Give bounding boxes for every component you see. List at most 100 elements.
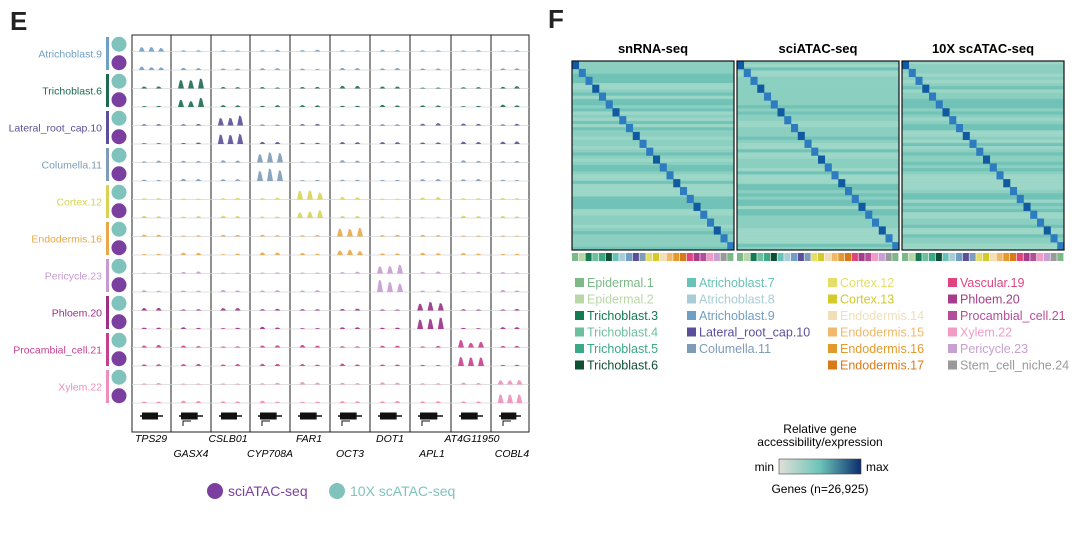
legend-swatch xyxy=(575,327,584,337)
cluster-color-cell xyxy=(612,253,619,261)
diagonal-block xyxy=(764,92,772,101)
gene-exon xyxy=(231,412,237,420)
legend-label: Trichoblast.6 xyxy=(587,359,658,373)
diagonal-block xyxy=(750,76,758,85)
cluster-color-cell xyxy=(1010,253,1017,261)
diagonal-block xyxy=(646,147,654,156)
diagonal-block xyxy=(720,234,728,243)
sciatac-dot xyxy=(111,351,127,367)
colorbar xyxy=(778,458,862,475)
legend-swatch xyxy=(948,360,957,370)
cluster-color-cell xyxy=(976,253,983,261)
cluster-color-cell xyxy=(983,253,990,261)
diagonal-block xyxy=(659,163,667,172)
gene-exon xyxy=(305,412,312,420)
legend-label: Epidermal.2 xyxy=(587,293,654,307)
scatac-10x-dot xyxy=(111,295,127,311)
legend-swatch xyxy=(828,327,837,337)
legend-sciatac-label: sciATAC-seq xyxy=(228,483,308,499)
legend-swatch xyxy=(828,278,837,287)
legend-swatch xyxy=(687,327,696,337)
diagonal-block xyxy=(942,108,950,117)
diagonal-block xyxy=(1043,226,1051,235)
legend-swatch xyxy=(687,278,696,287)
diagonal-block xyxy=(680,187,688,196)
sciatac-dot xyxy=(111,277,127,293)
diagonal-block xyxy=(653,155,661,164)
colorbar-title-line1: Relative gene xyxy=(783,422,857,436)
legend-label: Xylem.22 xyxy=(960,326,1012,340)
diagonal-block xyxy=(797,131,805,141)
legend-sciatac-dot xyxy=(207,483,223,499)
gene-exon xyxy=(420,412,426,420)
legend-label: Atrichoblast.7 xyxy=(699,276,775,290)
track-group-bar xyxy=(106,37,109,70)
diagonal-block xyxy=(885,234,893,243)
cluster-color-cell xyxy=(585,253,592,261)
cluster-color-cell xyxy=(680,253,687,261)
gene-label: CYP708A xyxy=(247,448,293,460)
track-group-bar xyxy=(106,111,109,144)
cluster-color-cell xyxy=(764,253,771,261)
cluster-color-cell xyxy=(572,253,579,261)
diagonal-block xyxy=(996,171,1004,180)
cluster-color-cell xyxy=(653,253,660,261)
gene-exon xyxy=(265,412,272,420)
gene-exon xyxy=(340,412,346,420)
scatac-10x-dot xyxy=(111,332,127,348)
legend-swatch xyxy=(828,294,837,304)
gene-label: OCT3 xyxy=(336,448,364,460)
diagonal-block xyxy=(743,68,751,78)
diagonal-block xyxy=(983,155,991,164)
diagonal-block xyxy=(619,116,627,125)
scatac-10x-dot xyxy=(111,147,127,163)
diagonal-block xyxy=(902,61,910,70)
gene-exon xyxy=(431,412,438,420)
cluster-color-cell xyxy=(1057,253,1064,261)
cluster-color-cell xyxy=(956,253,963,261)
diagonal-block xyxy=(666,171,674,180)
diagonal-block xyxy=(572,61,580,70)
cluster-color-cell xyxy=(727,253,734,261)
cluster-color-cell xyxy=(1016,253,1023,261)
legend-label: Epidermal.1 xyxy=(587,276,654,290)
legend-label: Trichoblast.3 xyxy=(587,309,658,323)
cluster-color-cell xyxy=(639,253,646,261)
accessibility-track xyxy=(132,115,529,126)
diagonal-block xyxy=(969,139,977,148)
cluster-color-cell xyxy=(592,253,599,261)
cluster-color-cell xyxy=(872,253,879,261)
cluster-color-cell xyxy=(632,253,639,261)
accessibility-track xyxy=(132,317,529,329)
diagonal-block xyxy=(612,108,620,117)
legend-swatch xyxy=(575,294,584,304)
cluster-color-cell xyxy=(1023,253,1030,261)
cluster-color-cell xyxy=(700,253,707,261)
cluster-color-cell xyxy=(1050,253,1057,261)
cluster-color-cell xyxy=(784,253,791,261)
track-group-bar xyxy=(106,259,109,292)
cluster-color-cell xyxy=(996,253,1003,261)
legend-swatch xyxy=(828,344,837,353)
diagonal-block xyxy=(737,61,745,70)
gene-exon xyxy=(345,412,352,420)
gene-label: AT4G11950 xyxy=(443,433,499,445)
gene-exon xyxy=(380,412,386,420)
gene-label: COBL4 xyxy=(495,448,530,460)
gene-exon xyxy=(152,412,158,420)
gene-label: APL1 xyxy=(418,448,445,460)
cluster-color-cell xyxy=(892,253,899,261)
track-label: Endodermis.16 xyxy=(31,234,102,246)
diagonal-block xyxy=(791,124,799,133)
legend-label: Cortex.13 xyxy=(840,293,894,307)
gene-exon xyxy=(221,412,227,420)
genome-browser-tracks: Atrichoblast.9 Trichoblast.6 Lateral_root_… xyxy=(9,34,530,499)
legend-10x-label: 10X scATAC-seq xyxy=(350,483,455,499)
track-label: Atrichoblast.9 xyxy=(38,49,102,61)
diagonal-block xyxy=(915,76,923,85)
diagonal-block xyxy=(784,116,792,125)
track-label: Phloem.20 xyxy=(52,308,102,320)
track-group-bar xyxy=(106,222,109,255)
diagonal-block xyxy=(811,147,819,156)
legend-label: Endodermis.17 xyxy=(840,359,924,373)
